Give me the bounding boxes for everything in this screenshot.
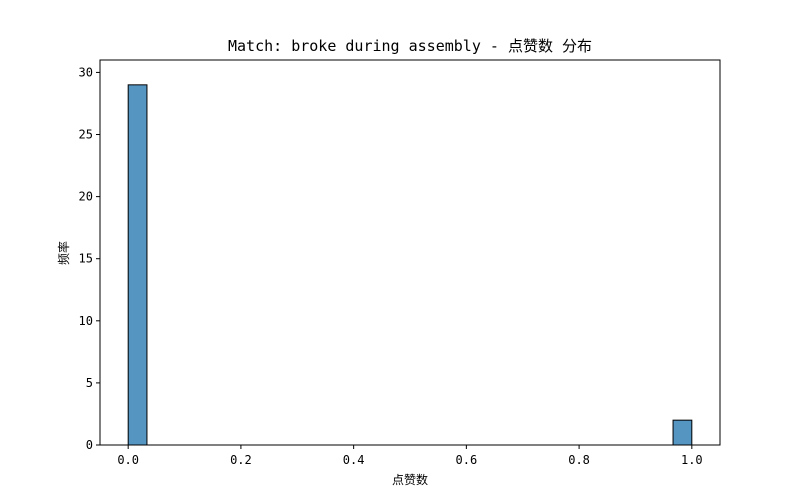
y-tick-label: 20	[79, 190, 93, 204]
y-axis-label: 频率	[56, 241, 71, 265]
y-tick-label: 10	[79, 314, 93, 328]
y-tick-label: 0	[86, 438, 93, 452]
plot-area	[127, 84, 693, 446]
x-tick-label: 0.0	[117, 453, 139, 467]
chart-title: Match: broke during assembly - 点赞数 分布	[228, 37, 592, 55]
x-tick-label: 0.4	[343, 453, 365, 467]
x-tick-label: 0.2	[230, 453, 252, 467]
x-axis-label: 点赞数	[392, 472, 428, 487]
y-tick-label: 15	[79, 252, 93, 266]
y-tick-label: 5	[86, 376, 93, 390]
x-tick-label: 0.8	[568, 453, 590, 467]
x-axis: 0.0 0.2 0.4 0.6 0.8 1.0	[117, 445, 703, 467]
y-axis: 0 5 10 15 20 25 30	[79, 65, 100, 452]
x-tick-label: 1.0	[681, 453, 703, 467]
histogram-bar-1	[672, 419, 693, 446]
histogram-bar-0	[127, 84, 148, 446]
x-tick-label: 0.6	[456, 453, 478, 467]
y-tick-label: 30	[79, 65, 93, 79]
y-tick-label: 25	[79, 128, 93, 142]
plot-frame	[99, 59, 721, 446]
